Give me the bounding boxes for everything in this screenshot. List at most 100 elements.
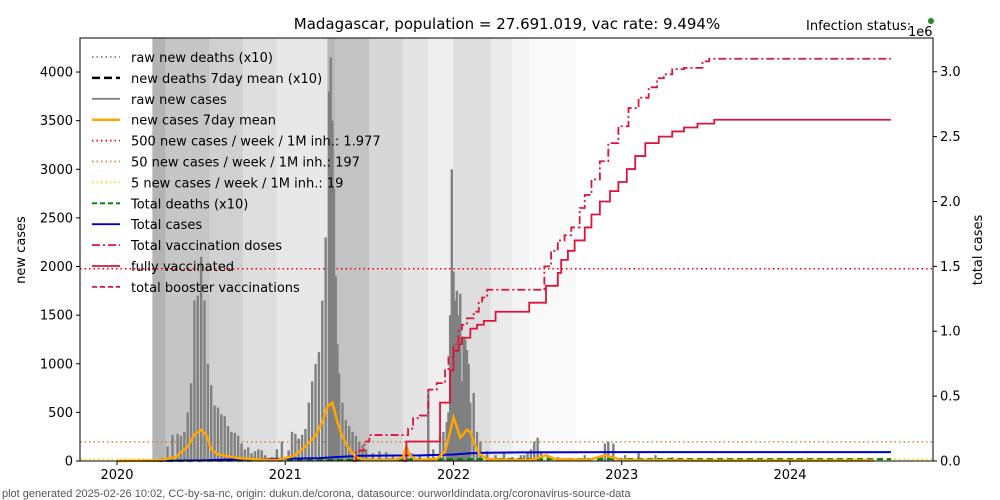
legend-label: new cases 7day mean — [131, 114, 276, 129]
new-cases-7day-mean-line — [116, 400, 875, 463]
infection-status-dot — [928, 18, 934, 24]
infection-status-label: Infection status: — [806, 19, 911, 34]
y-right-tick-label: 0.5 — [940, 390, 961, 405]
series-lines — [116, 57, 891, 463]
raw-new-cases-bar — [479, 441, 482, 461]
legend-label: fully vaccinated — [131, 260, 234, 275]
raw-new-cases-bar — [583, 455, 586, 461]
raw-new-cases-bar — [220, 414, 223, 461]
raw-new-cases-bar — [371, 453, 374, 461]
legend-label: Total vaccination doses — [130, 239, 282, 254]
fully-vaccinated-line — [403, 118, 891, 462]
legend-label: 5 new cases / week / 1M inh.: 19 — [131, 176, 343, 191]
y-tick-label: 2000 — [40, 260, 73, 275]
raw-new-cases-bar — [536, 437, 539, 461]
raw-new-cases-bar — [637, 451, 640, 461]
raw-new-cases-bar — [243, 449, 247, 461]
raw-new-cases-bar — [317, 352, 321, 461]
raw-new-cases-bar — [654, 455, 657, 461]
footer-credits: plot generated 2025-02-26 10:02, CC-by-s… — [2, 488, 631, 500]
shading-band — [152, 38, 166, 461]
raw-new-cases-bar — [307, 402, 311, 461]
legend-label: raw new cases — [131, 93, 227, 108]
raw-new-cases-bar — [526, 453, 529, 461]
x-tick-label: 2024 — [773, 468, 806, 483]
raw-new-cases-bar — [210, 385, 213, 461]
raw-new-cases-bar — [250, 453, 253, 461]
raw-new-cases-bar — [290, 431, 294, 461]
raw-new-cases-bar — [418, 455, 422, 461]
raw-new-cases-bar — [522, 455, 526, 461]
raw-new-cases-bar — [327, 91, 331, 461]
raw-new-cases-bar — [321, 300, 324, 461]
raw-new-cases-bar — [341, 402, 344, 461]
y-tick-label: 3000 — [40, 163, 73, 178]
raw-new-cases-bar — [465, 350, 469, 461]
raw-new-cases-bar — [213, 405, 216, 461]
raw-new-cases-bar — [462, 336, 465, 461]
raw-new-cases-bar — [459, 293, 462, 461]
y-right-tick-label: 1.5 — [940, 260, 961, 275]
legend: raw new deaths (x10) new deaths 7day mean… — [92, 51, 381, 296]
total-vaccination-doses-line — [352, 57, 891, 462]
raw-new-cases-bar — [236, 435, 240, 461]
raw-new-cases-bar — [529, 449, 533, 461]
raw-new-cases-bar — [287, 450, 290, 461]
raw-new-cases-bar — [351, 431, 354, 461]
shading-band — [209, 38, 244, 461]
raw-new-cases-bar — [464, 339, 467, 461]
raw-new-cases-bar — [240, 443, 243, 461]
raw-new-cases-bar — [494, 455, 497, 461]
legend-label: 50 new cases / week / 1M inh.: 197 — [131, 156, 360, 171]
y-axis-right: 0.0 0.5 1.0 1.5 2.0 2.5 3.0 — [933, 65, 961, 470]
legend-label: raw new deaths (x10) — [131, 51, 273, 66]
total-cases-line — [117, 451, 891, 462]
shading-band — [512, 38, 530, 461]
x-tick-label: 2022 — [437, 468, 470, 483]
raw-new-cases-bar — [455, 290, 459, 461]
legend-label: total booster vaccinations — [131, 281, 300, 296]
y-right-tick-label: 0.0 — [940, 455, 961, 470]
raw-new-cases-bar — [546, 455, 549, 461]
shading-band — [369, 38, 404, 461]
legend-label: new deaths 7day mean (x10) — [131, 72, 322, 87]
background-shading — [152, 38, 577, 461]
x-axis: 2020 2021 2022 2023 2024 — [100, 461, 807, 483]
raw-new-cases-bar — [467, 363, 470, 461]
raw-new-cases-bar — [199, 256, 203, 461]
raw-new-cases-bar — [427, 392, 430, 461]
raw-new-cases-bar — [171, 434, 174, 461]
shading-band — [529, 38, 577, 461]
shading-band — [490, 38, 513, 461]
raw-new-cases-bar — [275, 449, 279, 461]
shading-band — [335, 38, 370, 461]
shading-band — [403, 38, 429, 461]
raw-new-cases-bar — [485, 451, 489, 461]
raw-new-cases-bar — [442, 431, 445, 461]
raw-new-cases-bar — [502, 453, 506, 461]
raw-new-cases-bar — [324, 237, 327, 461]
y-tick-label: 1000 — [40, 357, 73, 372]
raw-new-cases-bar — [193, 300, 196, 461]
raw-new-cases-bar — [203, 300, 206, 461]
plot-area — [79, 37, 934, 463]
right-axis-multiplier: 1e6 — [908, 25, 933, 40]
raw-new-cases-bar — [336, 344, 339, 461]
raw-new-cases-bar — [438, 435, 442, 461]
raw-new-cases-bar — [331, 120, 334, 461]
raw-new-cases-bar — [385, 452, 388, 461]
plot-frame — [79, 37, 934, 462]
raw-new-cases-bar — [450, 169, 454, 461]
raw-new-cases-bar — [361, 445, 364, 461]
raw-new-cases-bar — [519, 455, 523, 461]
raw-new-cases-bar — [334, 276, 337, 461]
raw-new-cases-bar — [354, 435, 358, 461]
x-tick-label: 2023 — [605, 468, 638, 483]
raw-new-cases-bar — [401, 457, 405, 461]
raw-new-cases-bar — [457, 315, 460, 461]
raw-new-cases-bar — [176, 433, 179, 461]
y-axis-right-title: total cases — [971, 215, 986, 286]
raw-new-cases-bar — [189, 383, 193, 461]
raw-new-cases-bar — [623, 455, 627, 461]
